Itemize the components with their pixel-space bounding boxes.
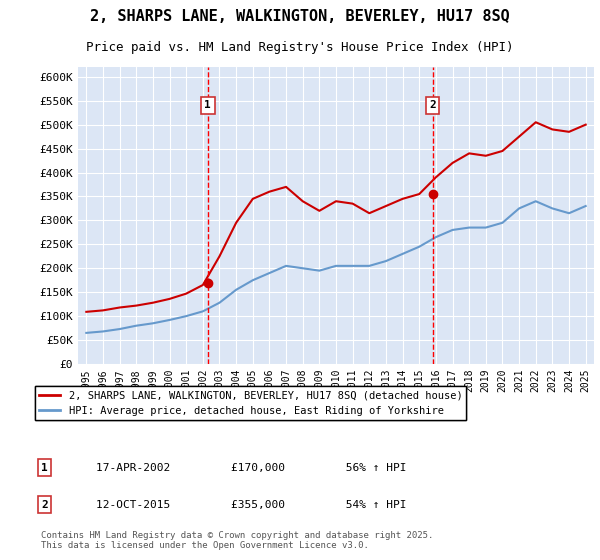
Text: 1: 1 <box>41 463 48 473</box>
Text: Contains HM Land Registry data © Crown copyright and database right 2025.
This d: Contains HM Land Registry data © Crown c… <box>41 531 433 550</box>
Text: Price paid vs. HM Land Registry's House Price Index (HPI): Price paid vs. HM Land Registry's House … <box>86 40 514 54</box>
Text: 17-APR-2002         £170,000         56% ↑ HPI: 17-APR-2002 £170,000 56% ↑ HPI <box>68 463 406 473</box>
Text: 2, SHARPS LANE, WALKINGTON, BEVERLEY, HU17 8SQ: 2, SHARPS LANE, WALKINGTON, BEVERLEY, HU… <box>90 10 510 24</box>
Text: 1: 1 <box>205 100 211 110</box>
Text: 2: 2 <box>429 100 436 110</box>
Legend: 2, SHARPS LANE, WALKINGTON, BEVERLEY, HU17 8SQ (detached house), HPI: Average pr: 2, SHARPS LANE, WALKINGTON, BEVERLEY, HU… <box>35 386 466 420</box>
Text: 2: 2 <box>41 500 48 510</box>
Text: 12-OCT-2015         £355,000         54% ↑ HPI: 12-OCT-2015 £355,000 54% ↑ HPI <box>68 500 406 510</box>
